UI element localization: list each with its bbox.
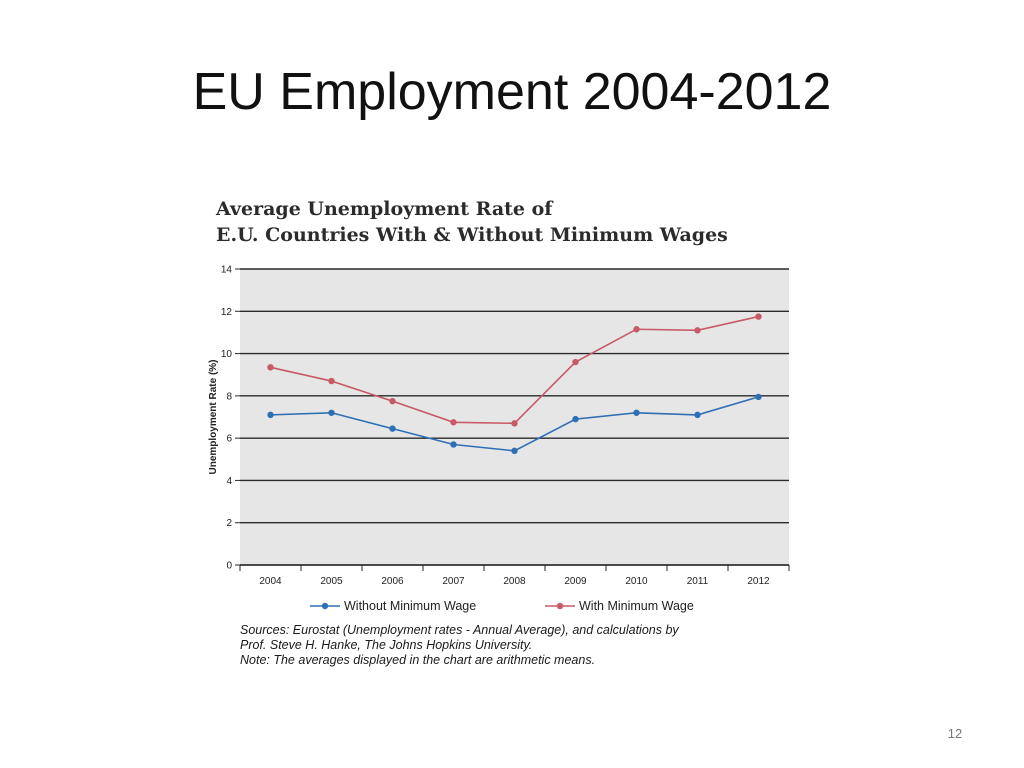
slide-title: EU Employment 2004-2012: [192, 63, 832, 121]
legend-marker-with-minimum-wage: [556, 602, 564, 610]
data-point-without-minimum-wage: [511, 447, 518, 455]
data-point-with-minimum-wage: [633, 326, 640, 333]
data-point-with-minimum-wage: [572, 358, 579, 366]
data-point-without-minimum-wage: [328, 409, 335, 416]
source-note-line-1: Sources: Eurostat (Unemployment rates - …: [240, 623, 679, 637]
plot-background: [240, 269, 789, 565]
data-point-with-minimum-wage: [389, 397, 396, 405]
x-tick-label: 2008: [503, 576, 526, 587]
data-point-without-minimum-wage: [389, 425, 396, 432]
y-tick-label: 4: [226, 476, 232, 487]
legend-label-with-minimum-wage: With Minimum Wage: [579, 599, 694, 613]
data-point-with-minimum-wage: [511, 420, 518, 427]
series-group: [267, 313, 762, 455]
data-point-without-minimum-wage: [267, 411, 274, 419]
slide-number: 12: [947, 726, 963, 741]
x-tick-label: 2004: [259, 576, 282, 587]
y-tick-label: 14: [221, 265, 233, 276]
chart-title-line-2: E.U. Countries With & Without Minimum Wa…: [216, 224, 728, 246]
legend-label-without-minimum-wage: Without Minimum Wage: [344, 599, 476, 613]
x-tick-label: 2009: [564, 576, 587, 587]
x-tick-label: 2005: [320, 576, 343, 587]
data-point-with-minimum-wage: [694, 327, 701, 334]
legend: Without Minimum Wage With Minimum Wage: [310, 599, 694, 613]
chart-title-line-1: Average Unemployment Rate of: [216, 198, 553, 220]
x-tick-label: 2006: [381, 576, 404, 587]
y-tick-label: 6: [226, 434, 232, 445]
data-point-without-minimum-wage: [572, 415, 579, 423]
plot-area: [240, 268, 789, 566]
data-point-with-minimum-wage: [450, 419, 457, 426]
y-tick-label: 2: [226, 518, 232, 529]
data-point-without-minimum-wage: [633, 409, 640, 416]
chart-title: Average Unemployment Rate of E.U. Countr…: [216, 196, 816, 248]
y-axis-label: Unemployment Rate (%): [208, 359, 219, 474]
data-point-without-minimum-wage: [694, 411, 701, 419]
y-tick-label: 0: [226, 561, 232, 572]
legend-marker-without-minimum-wage: [321, 602, 329, 610]
data-point-with-minimum-wage: [755, 313, 762, 320]
data-point-without-minimum-wage: [450, 441, 457, 448]
y-tick-label: 10: [221, 349, 233, 360]
data-point-with-minimum-wage: [267, 364, 274, 371]
x-tick-label: 2007: [442, 576, 465, 587]
y-tick-label: 12: [221, 307, 233, 318]
source-note-line-2: Prof. Steve H. Hanke, The Johns Hopkins …: [240, 638, 533, 652]
x-tick-label: 2011: [687, 576, 709, 587]
x-tick-label: 2012: [747, 576, 770, 587]
x-tick-label: 2010: [625, 576, 648, 587]
source-note-line-3: Note: The averages displayed in the char…: [240, 653, 596, 667]
y-tick-label: 8: [226, 391, 232, 402]
chart-notes: Sources: Eurostat (Unemployment rates - …: [240, 623, 800, 668]
data-point-with-minimum-wage: [328, 377, 335, 385]
data-point-without-minimum-wage: [755, 393, 762, 401]
axes: 0 2 4 6 8 10 12 14 2004 2005 2006 2007 2008 2009 2010 2…: [208, 265, 790, 587]
